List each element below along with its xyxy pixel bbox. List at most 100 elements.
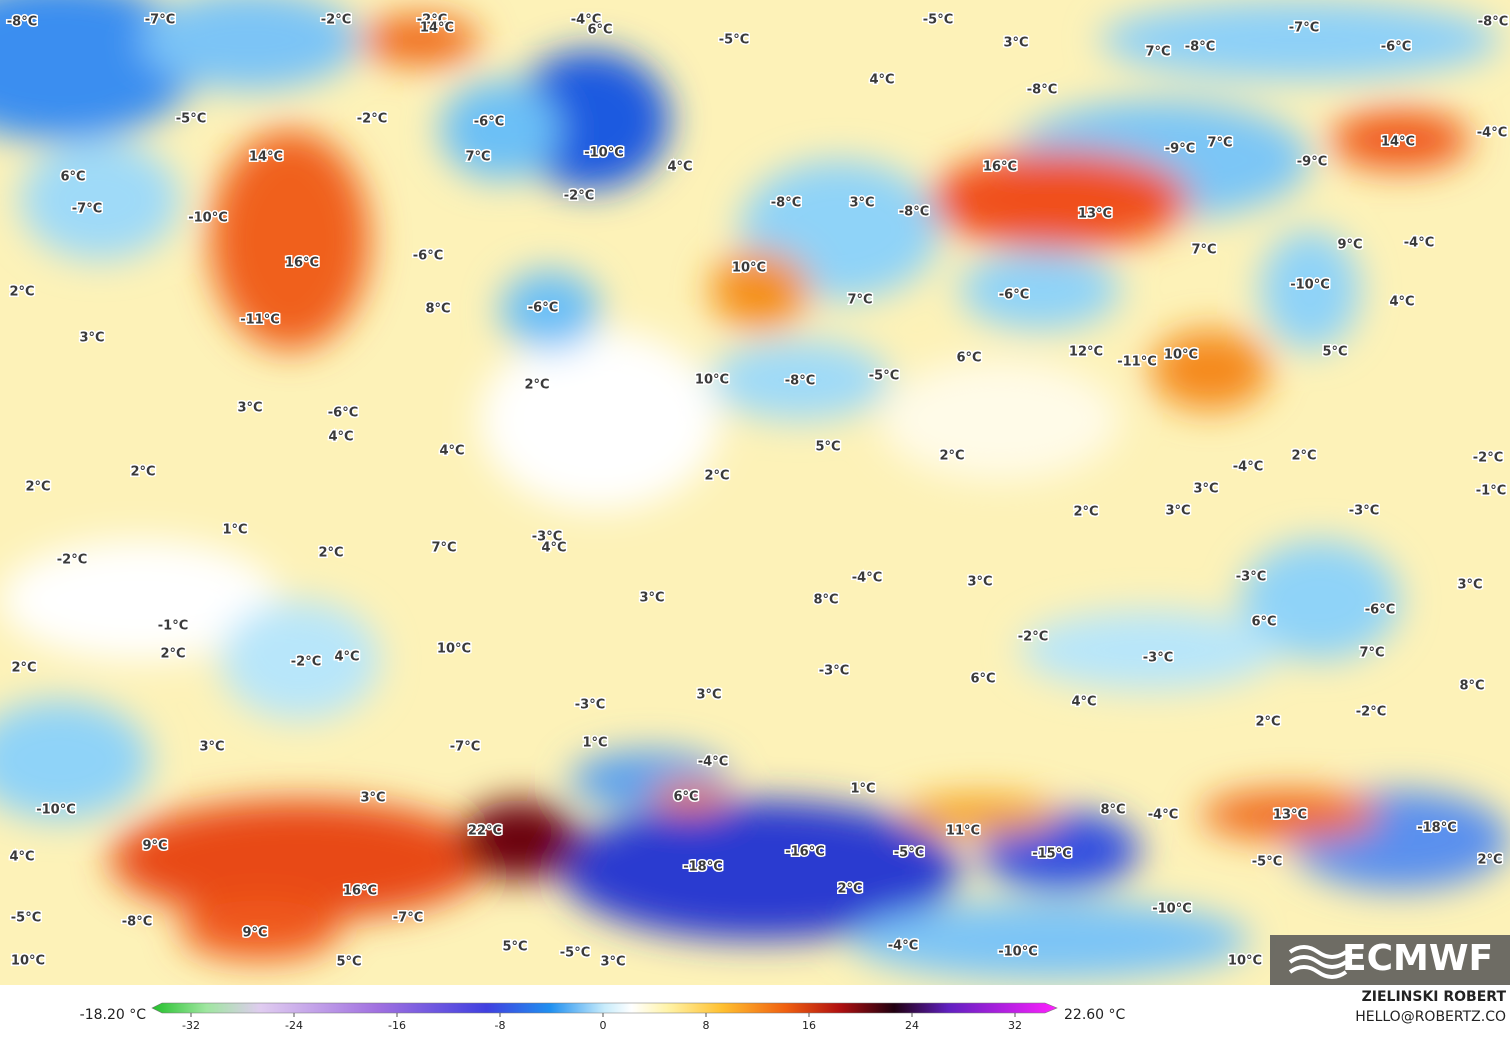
temp-label: 3°C bbox=[360, 791, 385, 806]
temp-label: -2°C bbox=[1356, 705, 1386, 720]
temp-label: 22°C bbox=[468, 824, 502, 839]
temp-label: -5°C bbox=[176, 112, 206, 127]
legend-min: -18.20 °C bbox=[80, 1007, 147, 1023]
temp-label: -8°C bbox=[7, 15, 37, 30]
temp-label: -8°C bbox=[1185, 40, 1215, 55]
temp-label: 5°C bbox=[502, 940, 527, 955]
temp-label: -3°C bbox=[819, 664, 849, 679]
temp-label: 10°C bbox=[437, 642, 471, 657]
temp-label: 2°C bbox=[704, 469, 729, 484]
temp-label: 8°C bbox=[425, 302, 450, 317]
temp-label: -2°C bbox=[57, 553, 87, 568]
temp-label: -6°C bbox=[999, 288, 1029, 303]
temp-label: 2°C bbox=[130, 465, 155, 480]
temp-label: 4°C bbox=[9, 850, 34, 865]
temp-label: -4°C bbox=[1404, 236, 1434, 251]
temp-label: 10°C bbox=[1228, 954, 1262, 969]
temp-label: -6°C bbox=[413, 249, 443, 264]
temp-label: 11°C bbox=[946, 824, 980, 839]
temp-label: -4°C bbox=[698, 755, 728, 770]
temp-label: -2°C bbox=[1473, 451, 1503, 466]
temp-label: 3°C bbox=[600, 955, 625, 970]
temp-label: 3°C bbox=[1165, 504, 1190, 519]
temp-label: 2°C bbox=[11, 661, 36, 676]
temp-label: 2°C bbox=[837, 882, 862, 897]
temp-label: 14°C bbox=[420, 21, 454, 36]
temp-label: -9°C bbox=[1165, 142, 1195, 157]
temp-label: -5°C bbox=[923, 13, 953, 28]
temp-label: 13°C bbox=[1273, 808, 1307, 823]
temp-label: 3°C bbox=[967, 575, 992, 590]
temp-label: 7°C bbox=[1145, 45, 1170, 60]
temp-label: -2°C bbox=[564, 189, 594, 204]
temp-label: 13°C bbox=[1078, 207, 1112, 222]
temp-label: -2°C bbox=[417, 13, 447, 28]
temp-label: -15°C bbox=[1032, 847, 1072, 862]
colorbar-tick-label: 16 bbox=[802, 1019, 816, 1032]
temp-label: 5°C bbox=[1322, 345, 1347, 360]
temp-label: -2°C bbox=[321, 13, 351, 28]
temp-label: -8°C bbox=[122, 915, 152, 930]
temp-label: 5°C bbox=[336, 955, 361, 970]
temp-label: -4°C bbox=[1477, 126, 1507, 141]
temp-label: 4°C bbox=[334, 650, 359, 665]
temp-label: -7°C bbox=[1289, 21, 1319, 36]
temp-label: -3°C bbox=[532, 530, 562, 545]
temp-label: -8°C bbox=[771, 196, 801, 211]
colorbar-tick-label: 8 bbox=[703, 1019, 710, 1032]
temp-label: -7°C bbox=[72, 202, 102, 217]
temp-label: -2°C bbox=[291, 655, 321, 670]
temp-label: 6°C bbox=[1251, 615, 1276, 630]
temp-label: 3°C bbox=[1457, 578, 1482, 593]
colorbar-tick-label: 24 bbox=[905, 1019, 919, 1032]
temp-label: 9°C bbox=[242, 926, 267, 941]
temp-label: -4°C bbox=[571, 13, 601, 28]
temp-label: -7°C bbox=[145, 13, 175, 28]
temp-label: -4°C bbox=[1233, 460, 1263, 475]
credit-email: HELLO@ROBERTZ.CO bbox=[1355, 1009, 1506, 1025]
temp-label: 4°C bbox=[869, 73, 894, 88]
temp-label: 9°C bbox=[1337, 238, 1362, 253]
temp-label: 3°C bbox=[199, 740, 224, 755]
temp-label: 7°C bbox=[1207, 136, 1232, 151]
temp-label: -1°C bbox=[158, 619, 188, 634]
temp-label: 2°C bbox=[9, 285, 34, 300]
temp-label: -4°C bbox=[1148, 808, 1178, 823]
temp-label: 9°C bbox=[142, 839, 167, 854]
temp-label: -9°C bbox=[1297, 155, 1327, 170]
temp-label: -4°C bbox=[852, 571, 882, 586]
temp-label: -3°C bbox=[1349, 504, 1379, 519]
temp-label: 1°C bbox=[582, 736, 607, 751]
temp-label: 10°C bbox=[732, 261, 766, 276]
colorbar-ticks: -32 -24 -16 -8 0 8 16 24 32 bbox=[182, 1013, 1022, 1032]
temp-label: -6°C bbox=[1365, 603, 1395, 618]
temp-label: -8°C bbox=[785, 374, 815, 389]
temp-label: -3°C bbox=[1236, 570, 1266, 585]
temp-label: -5°C bbox=[719, 33, 749, 48]
temp-label: -3°C bbox=[575, 698, 605, 713]
temp-label: -1°C bbox=[1476, 484, 1506, 499]
temp-label: 4°C bbox=[667, 160, 692, 175]
temp-label: 10°C bbox=[11, 954, 45, 969]
temp-label: -10°C bbox=[1290, 278, 1330, 293]
temp-label: -3°C bbox=[1143, 651, 1173, 666]
temp-label: 3°C bbox=[237, 401, 262, 416]
temp-label: 8°C bbox=[1459, 679, 1484, 694]
temp-label: 4°C bbox=[439, 444, 464, 459]
temp-label: 3°C bbox=[639, 591, 664, 606]
temp-label: 2°C bbox=[939, 449, 964, 464]
temp-label: -4°C bbox=[888, 939, 918, 954]
temp-label: 12°C bbox=[1069, 345, 1103, 360]
temp-label: 6°C bbox=[673, 790, 698, 805]
temp-label: 2°C bbox=[1073, 505, 1098, 520]
colorbar-tick-label: -8 bbox=[495, 1019, 506, 1032]
temp-label: 2°C bbox=[1291, 449, 1316, 464]
temp-label: 7°C bbox=[431, 541, 456, 556]
temp-label: 3°C bbox=[1193, 482, 1218, 497]
temp-label: 2°C bbox=[160, 647, 185, 662]
temp-label: -5°C bbox=[1252, 855, 1282, 870]
temp-label: 7°C bbox=[1359, 646, 1384, 661]
temp-label: -2°C bbox=[1018, 630, 1048, 645]
